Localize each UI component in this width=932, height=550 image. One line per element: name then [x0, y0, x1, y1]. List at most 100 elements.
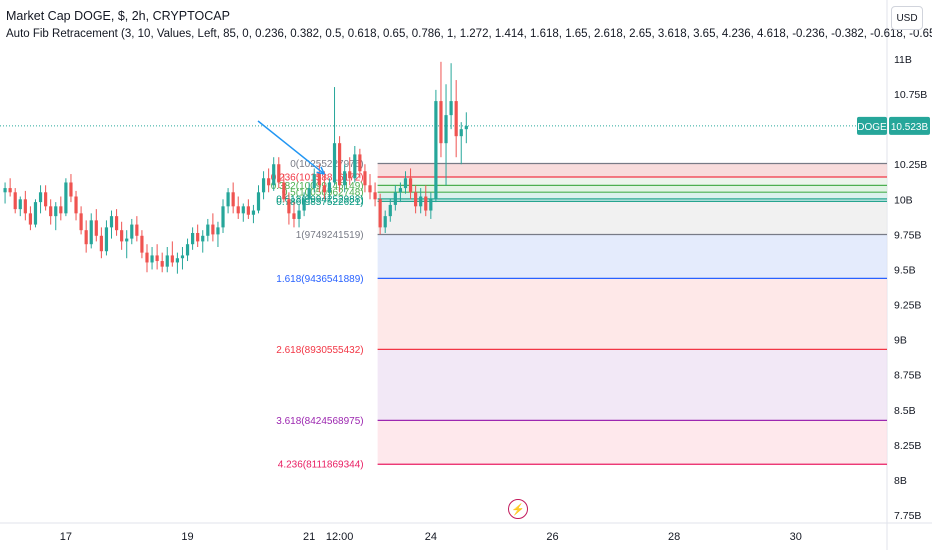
candle-body [44, 192, 48, 207]
y-tick-label: 8.75B [894, 370, 921, 382]
y-tick-label: 8.5B [894, 405, 916, 417]
price-tag-label: 10.523B [891, 122, 929, 133]
fib-zone [377, 278, 887, 350]
candle-body [327, 182, 332, 193]
candle-body [145, 252, 149, 263]
candle-body [424, 196, 428, 211]
fib-label: 0.618(9994252988) [276, 194, 363, 205]
candle-body [216, 227, 220, 235]
y-tick-label: 10B [894, 194, 913, 206]
candle-body [373, 192, 377, 200]
candle-body [363, 171, 367, 186]
candle-body [79, 213, 83, 231]
fib-zone [377, 185, 887, 193]
fib-label: 0.786(9857522621) [276, 197, 363, 208]
arrow-annotation [257, 120, 325, 175]
candle-body [251, 210, 256, 215]
candle-body [165, 255, 169, 267]
candle-body [449, 101, 453, 116]
candle-body [368, 185, 372, 193]
y-tick-label: 7.75B [894, 510, 921, 522]
candle-body [348, 171, 352, 179]
y-tick-label: 8B [894, 475, 907, 487]
candle-body [140, 235, 144, 253]
y-tick-label: 9.25B [894, 300, 921, 312]
candle-body [343, 171, 347, 186]
candle-body [64, 182, 68, 214]
fib-label: 0.236(10158816172) [271, 173, 364, 184]
candle-body [282, 182, 286, 200]
candle-body [358, 154, 362, 172]
candle-body [201, 235, 205, 242]
candle-body [408, 178, 413, 193]
candle-body [403, 178, 408, 189]
y-tick-label: 10.75B [894, 89, 927, 101]
x-tick-label: 28 [668, 531, 680, 543]
candle-body [307, 188, 311, 200]
candle-body [74, 196, 78, 214]
candle-body [125, 238, 129, 242]
candle-body [180, 255, 185, 259]
candle-body [206, 224, 210, 236]
candle-body [13, 192, 17, 210]
fib-zone [377, 163, 887, 178]
candle-body [439, 101, 443, 144]
candle-body [150, 255, 154, 263]
candle-body [84, 230, 88, 245]
candle-body [292, 213, 296, 219]
candle-body [155, 255, 159, 262]
fib-label: 1.618(9436541889) [276, 274, 363, 285]
candle-body [464, 125, 468, 130]
fib-zone [377, 177, 887, 186]
candle-body [49, 206, 53, 217]
candle-body [434, 101, 438, 200]
candle-body [28, 213, 33, 225]
candle-body [8, 188, 12, 193]
candle-body [414, 192, 418, 207]
candle-body [33, 202, 38, 225]
x-tick-label: 19 [181, 531, 193, 543]
candle-body [130, 224, 134, 239]
candle-body [419, 196, 423, 207]
candle-body [211, 224, 215, 235]
candle-body [267, 178, 271, 186]
fib-zone [377, 420, 887, 465]
candle-body [109, 216, 114, 228]
y-tick-label: 11B [894, 54, 912, 66]
candle-body [236, 206, 240, 214]
candle-body [231, 192, 235, 207]
candle-body [337, 143, 342, 186]
candle-body [378, 199, 382, 228]
candle-body [429, 199, 433, 211]
candle-body [322, 185, 326, 193]
candle-body [99, 235, 103, 252]
candle-body [272, 164, 276, 186]
candle-body [312, 174, 316, 189]
candle-body [297, 210, 301, 219]
candle-body [398, 188, 403, 193]
fib-zone [377, 198, 887, 202]
candle-body [104, 227, 109, 252]
currency-button[interactable]: USD [891, 6, 923, 30]
candle-body [261, 178, 266, 193]
fib-zone [377, 201, 887, 235]
lightning-icon[interactable]: ⚡ [508, 499, 528, 519]
candle-body [23, 199, 27, 214]
candle-body [332, 143, 337, 183]
candle-body [287, 199, 291, 214]
fib-label: 2.618(8930555432) [276, 345, 363, 356]
candle-body [454, 101, 458, 137]
fib-label: 1(9749241519) [296, 230, 364, 241]
x-tick-label: 26 [546, 531, 558, 543]
y-tick-label: 10.25B [894, 159, 927, 171]
candle-body [221, 206, 225, 228]
candle-body [353, 154, 357, 179]
candle-body [54, 206, 58, 217]
indicator-legend[interactable]: Auto Fib Retracement (3, 10, Values, Lef… [6, 28, 932, 40]
candle-body [175, 258, 179, 263]
x-tick-label: 17 [60, 531, 72, 543]
fib-label: 0.382(10099145149) [271, 181, 364, 192]
candle-body [59, 206, 63, 214]
candle-body [38, 192, 43, 203]
